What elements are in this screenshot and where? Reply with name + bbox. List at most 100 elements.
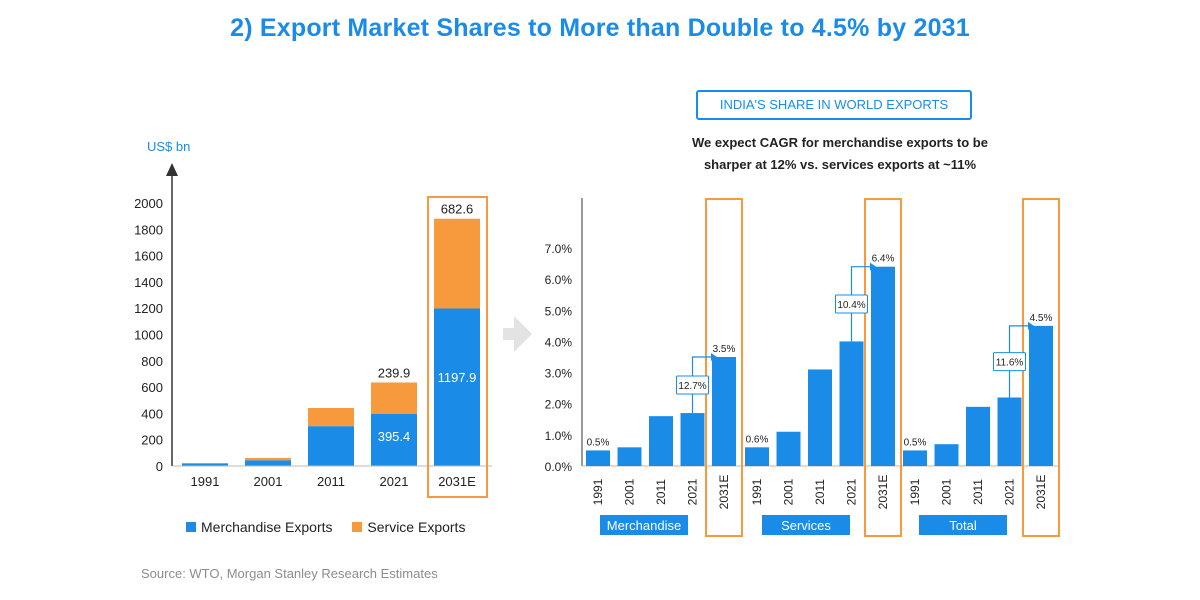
right-x-tick-label: 2011 xyxy=(813,479,827,505)
right-bar-merchandise xyxy=(586,450,610,466)
right-y-tick-label: 7.0% xyxy=(545,242,573,256)
right-data-label: 0.5% xyxy=(904,437,927,448)
right-x-tick-label: 2001 xyxy=(782,478,796,505)
cagr-label: 11.6% xyxy=(996,358,1024,369)
right-data-label: 3.5% xyxy=(713,344,736,355)
left-bar-merchandise xyxy=(371,414,417,466)
right-y-tick-label: 3.0% xyxy=(545,367,573,381)
right-bar-services xyxy=(745,447,769,466)
cagr-note-line1: We expect CAGR for merchandise exports t… xyxy=(692,135,988,150)
right-x-tick-label: 2011 xyxy=(654,479,668,505)
right-y-tick-label: 5.0% xyxy=(545,304,573,318)
right-x-tick-label: 2001 xyxy=(940,478,954,505)
right-x-tick-label: 2031E xyxy=(1034,475,1048,510)
cagr-connector-line xyxy=(850,266,871,342)
right-y-tick-label: 4.0% xyxy=(545,335,573,349)
left-y-axis-label: US$ bn xyxy=(147,139,190,154)
group-pill-label: Total xyxy=(949,518,977,533)
cagr-note: We expect CAGR for merchandise exports t… xyxy=(640,132,1040,176)
right-y-tick-label: 6.0% xyxy=(545,273,573,287)
left-bar-services xyxy=(434,218,480,309)
right-bar-merchandise xyxy=(680,413,705,466)
right-bar-merchandise xyxy=(649,416,673,466)
group-pill-merchandise xyxy=(600,515,688,535)
left-data-label-merchandise: 1197.9 xyxy=(438,370,477,385)
source-note: Source: WTO, Morgan Stanley Research Est… xyxy=(141,566,438,581)
right-y-tick-label: 0.0% xyxy=(545,460,573,474)
group-pill-total xyxy=(919,515,1007,535)
left-bar-merchandise xyxy=(245,460,291,466)
left-y-tick-label: 1200 xyxy=(134,301,163,316)
right-data-label: 0.6% xyxy=(746,434,769,445)
cagr-label-box xyxy=(993,352,1026,372)
right-bar-total xyxy=(934,444,959,466)
right-x-tick-label: 2031E xyxy=(717,475,731,510)
right-bar-total xyxy=(997,397,1022,466)
right-data-label: 6.4% xyxy=(872,254,895,265)
left-y-tick-label: 1800 xyxy=(134,222,163,237)
right-x-tick-label: 2021 xyxy=(845,478,859,505)
right-x-tick-label: 2011 xyxy=(971,479,985,505)
cagr-connector-line xyxy=(1008,325,1029,398)
legend-swatch-services xyxy=(352,522,363,532)
left-x-tick-label: 2021 xyxy=(380,474,409,489)
right-bar-services xyxy=(871,266,895,466)
right-bar-services xyxy=(776,431,801,466)
right-y-tick-label: 1.0% xyxy=(545,429,573,443)
legend-label-services: Service Exports xyxy=(367,519,466,535)
cagr-label-box xyxy=(835,294,868,314)
left-y-tick-label: 1000 xyxy=(134,328,163,343)
group-pill-label: Services xyxy=(781,518,831,533)
share-badge: INDIA'S SHARE IN WORLD EXPORTS xyxy=(696,90,972,120)
left-data-label-services: 682.6 xyxy=(441,202,474,217)
left-y-tick-label: 600 xyxy=(141,380,163,395)
left-bar-merchandise xyxy=(182,463,228,466)
left-bar-services xyxy=(371,382,417,415)
left-x-tick-label: 2001 xyxy=(254,474,283,489)
right-x-tick-label: 2021 xyxy=(1003,478,1017,505)
right-highlight-box xyxy=(705,198,743,537)
right-y-tick-label: 2.0% xyxy=(545,398,573,412)
right-data-label: 0.5% xyxy=(587,437,610,448)
right-bar-merchandise xyxy=(712,357,736,466)
legend-swatch-merchandise xyxy=(186,522,196,532)
left-data-label-services: 239.9 xyxy=(378,365,411,380)
group-pill-services xyxy=(762,515,850,535)
right-x-tick-label: 2021 xyxy=(686,478,700,505)
left-y-tick-label: 1400 xyxy=(134,275,163,290)
left-x-tick-label: 2011 xyxy=(317,474,345,489)
right-bar-services xyxy=(839,341,864,466)
left-bar-services xyxy=(245,457,291,461)
left-bar-merchandise xyxy=(434,308,480,466)
left-y-tick-label: 2000 xyxy=(134,196,163,211)
cagr-arrow-icon xyxy=(870,262,876,271)
right-bar-merchandise xyxy=(617,447,642,466)
left-y-axis-arrow xyxy=(166,163,178,176)
left-bar-merchandise xyxy=(308,426,354,466)
legend-label-merchandise: Merchandise Exports xyxy=(201,519,333,535)
right-highlight-box xyxy=(864,198,902,537)
right-x-tick-label: 2001 xyxy=(623,478,637,505)
legend: Merchandise Exports Service Exports xyxy=(186,519,481,535)
left-y-tick-label: 800 xyxy=(141,354,163,369)
left-x-tick-label: 1991 xyxy=(191,474,220,489)
right-data-label: 4.5% xyxy=(1030,313,1053,324)
right-x-tick-label: 1991 xyxy=(908,478,922,505)
legend-item-services: Service Exports xyxy=(352,519,465,535)
chart-title: 2) Export Market Shares to More than Dou… xyxy=(230,14,970,42)
right-bar-total xyxy=(903,450,927,466)
right-bar-services xyxy=(808,369,832,466)
left-y-tick-label: 400 xyxy=(141,406,163,421)
cagr-label-box xyxy=(676,375,709,395)
right-x-tick-label: 1991 xyxy=(750,478,764,505)
right-bar-total xyxy=(966,406,990,466)
left-bar-services xyxy=(182,462,228,464)
group-pill-label: Merchandise xyxy=(607,518,681,533)
left-y-tick-label: 0 xyxy=(156,459,163,474)
right-bar-total xyxy=(1029,325,1053,466)
left-highlight-box xyxy=(427,196,488,498)
cagr-note-line2: sharper at 12% vs. services exports at ~… xyxy=(703,157,977,172)
left-y-tick-label: 1600 xyxy=(134,249,163,264)
cagr-label: 10.4% xyxy=(837,300,865,311)
